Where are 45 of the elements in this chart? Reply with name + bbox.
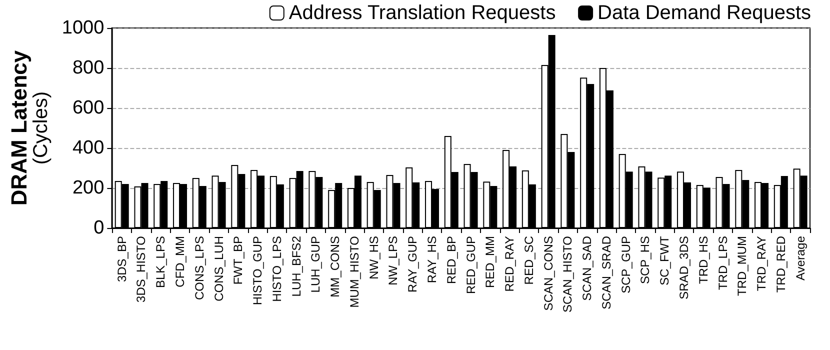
x-tick-label: RAY_GUP bbox=[406, 236, 420, 292]
x-tick-label: SCAN_HISTO bbox=[560, 236, 575, 312]
x-tick-label: RED_RAY bbox=[502, 236, 517, 292]
x-tick-label: SCAN_CONS bbox=[541, 236, 556, 311]
x-tick-label: LUH_GUP bbox=[308, 236, 323, 293]
y-tick-label: 600 bbox=[72, 98, 104, 118]
x-tick-label: SRAD_3DS bbox=[677, 236, 692, 300]
x-tick-label: RED_MM bbox=[483, 236, 498, 288]
x-tick-label: CFD_MM bbox=[173, 236, 188, 288]
x-tick-label: 3DS_HISTO bbox=[134, 236, 148, 302]
x-tick-label: CONS_LUH bbox=[212, 236, 226, 302]
x-tick-label: FWT_BP bbox=[231, 236, 246, 285]
x-tick-label: MUM_HISTO bbox=[347, 236, 362, 308]
x-tick-label: SCAN_SRAD bbox=[599, 236, 614, 310]
x-tick-label: 3DS_BP bbox=[114, 236, 129, 282]
x-tick-label: SCP_GUP bbox=[618, 236, 633, 294]
x-tick-label: Average bbox=[793, 236, 808, 280]
x-tick-label: SC_FWT bbox=[658, 235, 672, 286]
x-tick-label: RAY_HS bbox=[425, 236, 440, 284]
x-tick-label: NW_LPS bbox=[386, 236, 400, 286]
x-tick-label: CONS_LPS bbox=[192, 236, 206, 300]
x-tick-label: TRD_RAY bbox=[754, 236, 769, 292]
legend-label: Data Demand Requests bbox=[598, 2, 812, 24]
x-tick-label: HISTO_LPS bbox=[270, 236, 284, 302]
x-tick-label: RED_SC bbox=[522, 236, 536, 285]
x-tick-label: TRD_HS bbox=[696, 236, 710, 284]
x-tick-label: RED_BP bbox=[444, 236, 458, 284]
x-tick-label: TRD_RED bbox=[774, 236, 788, 293]
y-tick-label: 0 bbox=[94, 218, 104, 238]
x-tick-label: NW_HS bbox=[366, 236, 381, 280]
x-tick-label: SCP_HS bbox=[638, 236, 652, 284]
y-axis-title: DRAM Latency (Cycles) bbox=[6, 50, 52, 206]
y-tick-label: 400 bbox=[72, 138, 104, 158]
y-tick-label: 200 bbox=[72, 178, 104, 198]
x-tick-label: BLK_LPS bbox=[154, 236, 168, 288]
x-tick-label: TRD_LPS bbox=[716, 236, 730, 290]
x-tick-label: TRD_MUM bbox=[735, 236, 750, 296]
x-tick-label: HISTO_GUP bbox=[250, 236, 265, 306]
x-tick-label: RED_GUP bbox=[464, 236, 478, 294]
y-tick-label: 800 bbox=[72, 58, 104, 78]
legend-label: Address Translation Requests bbox=[288, 2, 556, 24]
x-tick-label: MM_CONS bbox=[328, 236, 342, 298]
x-tick-label: LUH_BFS2 bbox=[289, 236, 304, 297]
x-tick-label: SCAN_SAD bbox=[580, 236, 594, 301]
y-tick-label: 1000 bbox=[62, 18, 104, 38]
